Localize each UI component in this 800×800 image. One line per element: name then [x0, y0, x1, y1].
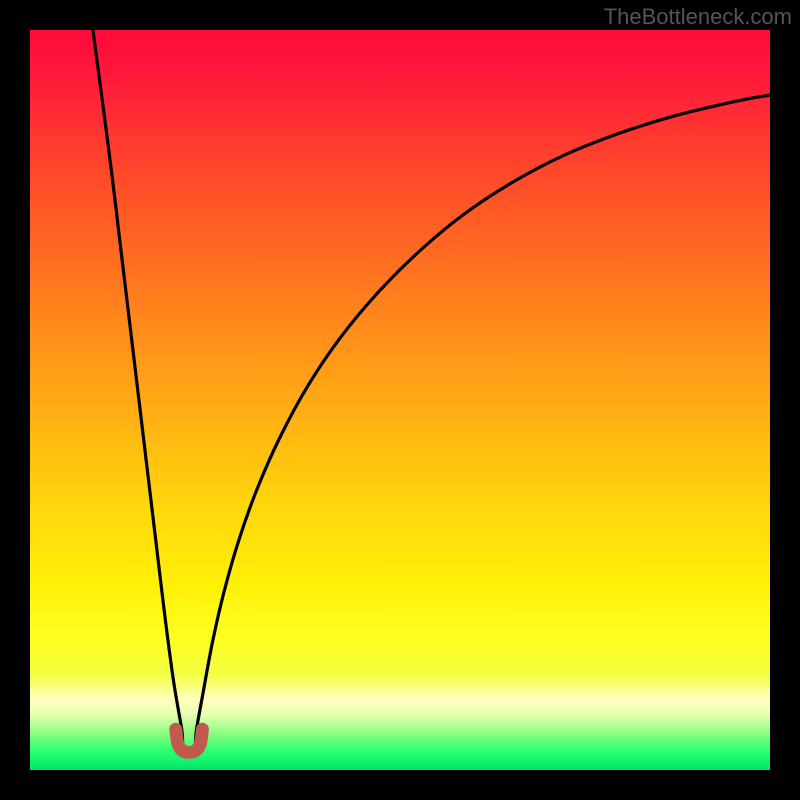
curve-layer: [30, 30, 770, 770]
watermark-text: TheBottleneck.com: [604, 4, 792, 30]
bottleneck-curve: [93, 30, 770, 748]
plot-area: [30, 30, 770, 770]
bottom-u-marker: [176, 729, 203, 752]
outer-frame: TheBottleneck.com: [0, 0, 800, 800]
